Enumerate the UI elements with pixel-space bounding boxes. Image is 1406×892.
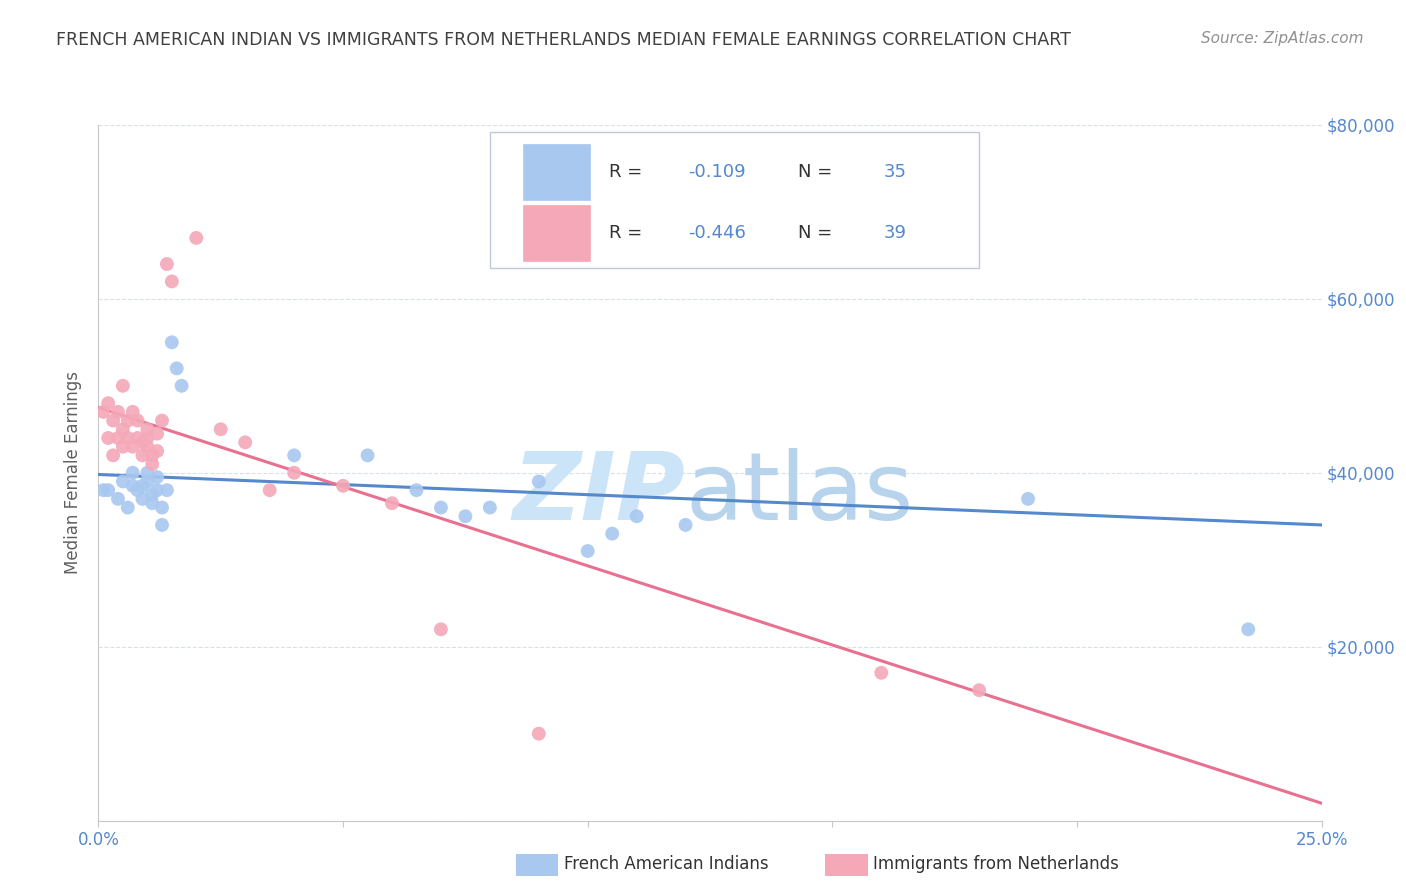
Point bbox=[121, 479, 143, 493]
Point bbox=[259, 483, 281, 498]
Point bbox=[478, 500, 501, 515]
Point bbox=[107, 491, 129, 506]
Point bbox=[101, 414, 124, 428]
FancyBboxPatch shape bbox=[523, 205, 591, 260]
Point bbox=[111, 475, 134, 489]
Point bbox=[209, 422, 232, 436]
Point bbox=[150, 517, 173, 532]
Point bbox=[97, 431, 120, 445]
Point bbox=[141, 487, 163, 501]
Point bbox=[127, 414, 149, 428]
Point bbox=[127, 431, 149, 445]
Point bbox=[576, 544, 599, 558]
Text: atlas: atlas bbox=[686, 448, 914, 540]
Point bbox=[146, 483, 169, 498]
Point bbox=[107, 405, 129, 419]
Point bbox=[141, 457, 163, 471]
Text: N =: N = bbox=[799, 163, 838, 181]
Point bbox=[870, 665, 893, 680]
Text: R =: R = bbox=[609, 163, 648, 181]
Text: Source: ZipAtlas.com: Source: ZipAtlas.com bbox=[1201, 31, 1364, 46]
Point bbox=[170, 378, 193, 392]
Point bbox=[136, 475, 159, 489]
FancyBboxPatch shape bbox=[523, 145, 591, 200]
Text: French American Indians: French American Indians bbox=[564, 855, 769, 873]
Point bbox=[107, 431, 129, 445]
Point bbox=[150, 500, 173, 515]
Point bbox=[166, 361, 188, 376]
Text: -0.446: -0.446 bbox=[688, 224, 747, 242]
Point bbox=[131, 448, 153, 462]
Point bbox=[381, 496, 404, 510]
Point bbox=[146, 470, 169, 484]
Point bbox=[111, 378, 134, 392]
Point bbox=[111, 422, 134, 436]
Point bbox=[156, 257, 179, 271]
Point bbox=[405, 483, 427, 498]
Point bbox=[97, 396, 120, 410]
Point bbox=[150, 414, 173, 428]
Point bbox=[131, 491, 153, 506]
Point bbox=[146, 426, 169, 441]
FancyBboxPatch shape bbox=[489, 132, 979, 268]
Point bbox=[1017, 491, 1039, 506]
Point bbox=[127, 483, 149, 498]
Point bbox=[101, 448, 124, 462]
Point bbox=[283, 448, 305, 462]
Point bbox=[967, 683, 990, 698]
Point bbox=[136, 431, 159, 445]
Point bbox=[356, 448, 378, 462]
Point bbox=[527, 475, 550, 489]
Point bbox=[136, 440, 159, 454]
Y-axis label: Median Female Earnings: Median Female Earnings bbox=[65, 371, 83, 574]
Point bbox=[91, 483, 114, 498]
Point bbox=[626, 509, 648, 524]
Point bbox=[131, 479, 153, 493]
Point bbox=[121, 466, 143, 480]
Point bbox=[117, 500, 139, 515]
Point bbox=[600, 526, 623, 541]
Point bbox=[141, 496, 163, 510]
Point bbox=[136, 422, 159, 436]
Point bbox=[97, 483, 120, 498]
Point bbox=[233, 435, 256, 450]
Point bbox=[332, 479, 354, 493]
Text: R =: R = bbox=[609, 224, 648, 242]
Point bbox=[121, 440, 143, 454]
Point bbox=[430, 623, 453, 637]
Point bbox=[527, 726, 550, 740]
Point bbox=[160, 275, 183, 289]
Text: 39: 39 bbox=[884, 224, 907, 242]
Text: Immigrants from Netherlands: Immigrants from Netherlands bbox=[873, 855, 1119, 873]
Point bbox=[1237, 623, 1260, 637]
Text: -0.109: -0.109 bbox=[688, 163, 745, 181]
Point bbox=[675, 517, 697, 532]
Point bbox=[141, 448, 163, 462]
Point bbox=[146, 444, 169, 458]
Point bbox=[117, 431, 139, 445]
Text: ZIP: ZIP bbox=[513, 448, 686, 540]
Point bbox=[117, 414, 139, 428]
Point bbox=[186, 231, 208, 245]
Point bbox=[160, 335, 183, 350]
Text: N =: N = bbox=[799, 224, 838, 242]
Point bbox=[91, 405, 114, 419]
Point bbox=[136, 466, 159, 480]
Point bbox=[283, 466, 305, 480]
Point bbox=[131, 435, 153, 450]
Point bbox=[430, 500, 453, 515]
Point bbox=[121, 405, 143, 419]
Point bbox=[156, 483, 179, 498]
Point bbox=[111, 440, 134, 454]
Text: FRENCH AMERICAN INDIAN VS IMMIGRANTS FROM NETHERLANDS MEDIAN FEMALE EARNINGS COR: FRENCH AMERICAN INDIAN VS IMMIGRANTS FRO… bbox=[56, 31, 1071, 49]
Point bbox=[454, 509, 477, 524]
Text: 35: 35 bbox=[884, 163, 907, 181]
